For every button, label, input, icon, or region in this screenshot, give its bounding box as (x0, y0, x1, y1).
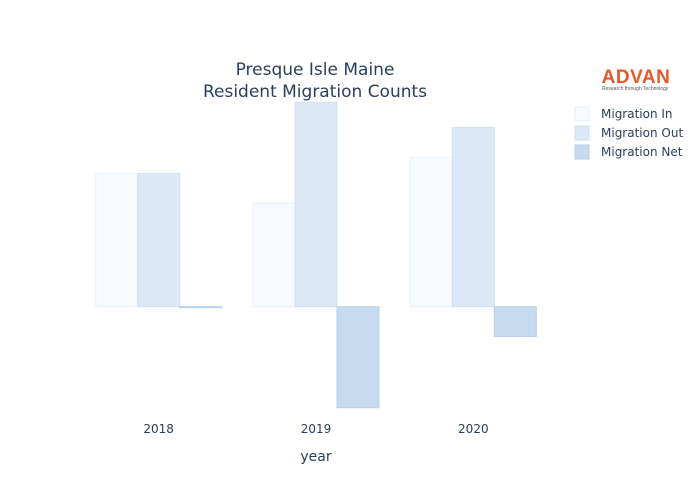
bar-migration-net-2020[interactable] (493, 306, 537, 338)
bar-migration-in-2020[interactable] (409, 156, 453, 308)
bar-migration-net-2018[interactable] (179, 306, 223, 309)
bars-layer (95, 101, 537, 409)
legend-label-migration-out: Migration Out (601, 126, 683, 140)
legend-item-migration-in[interactable]: Migration In (574, 106, 673, 122)
bar-migration-net-2019[interactable] (336, 306, 380, 409)
legend-swatch-migration-out (574, 125, 590, 141)
x-tick-labels: 2018 2019 2020 (143, 422, 488, 436)
bar-migration-out-2018[interactable] (137, 172, 181, 308)
chart-title: Presque Isle Maine (236, 60, 395, 80)
bar-migration-out-2020[interactable] (451, 127, 495, 308)
chart-subtitle: Resident Migration Counts (203, 82, 427, 102)
bar-migration-in-2019[interactable] (252, 202, 296, 308)
bar-migration-out-2019[interactable] (294, 101, 338, 308)
legend-label-migration-net: Migration Net (601, 145, 683, 159)
x-tick-2018: 2018 (143, 422, 174, 436)
legend-label-migration-in: Migration In (601, 107, 673, 121)
legend[interactable]: Migration In Migration Out Migration Net (574, 106, 683, 160)
legend-swatch-migration-net (574, 144, 590, 160)
x-tick-2020: 2020 (458, 422, 489, 436)
legend-swatch-migration-in (574, 106, 590, 122)
x-tick-2019: 2019 (301, 422, 332, 436)
legend-item-migration-net[interactable]: Migration Net (574, 144, 683, 160)
legend-item-migration-out[interactable]: Migration Out (574, 125, 683, 141)
x-axis-title: year (300, 449, 331, 465)
logo-wordmark: ADVAN (602, 67, 671, 88)
advan-logo: ADVAN Research through Technology (602, 67, 671, 92)
logo-tagline: Research through Technology (602, 86, 669, 92)
bar-migration-in-2018[interactable] (95, 172, 139, 308)
